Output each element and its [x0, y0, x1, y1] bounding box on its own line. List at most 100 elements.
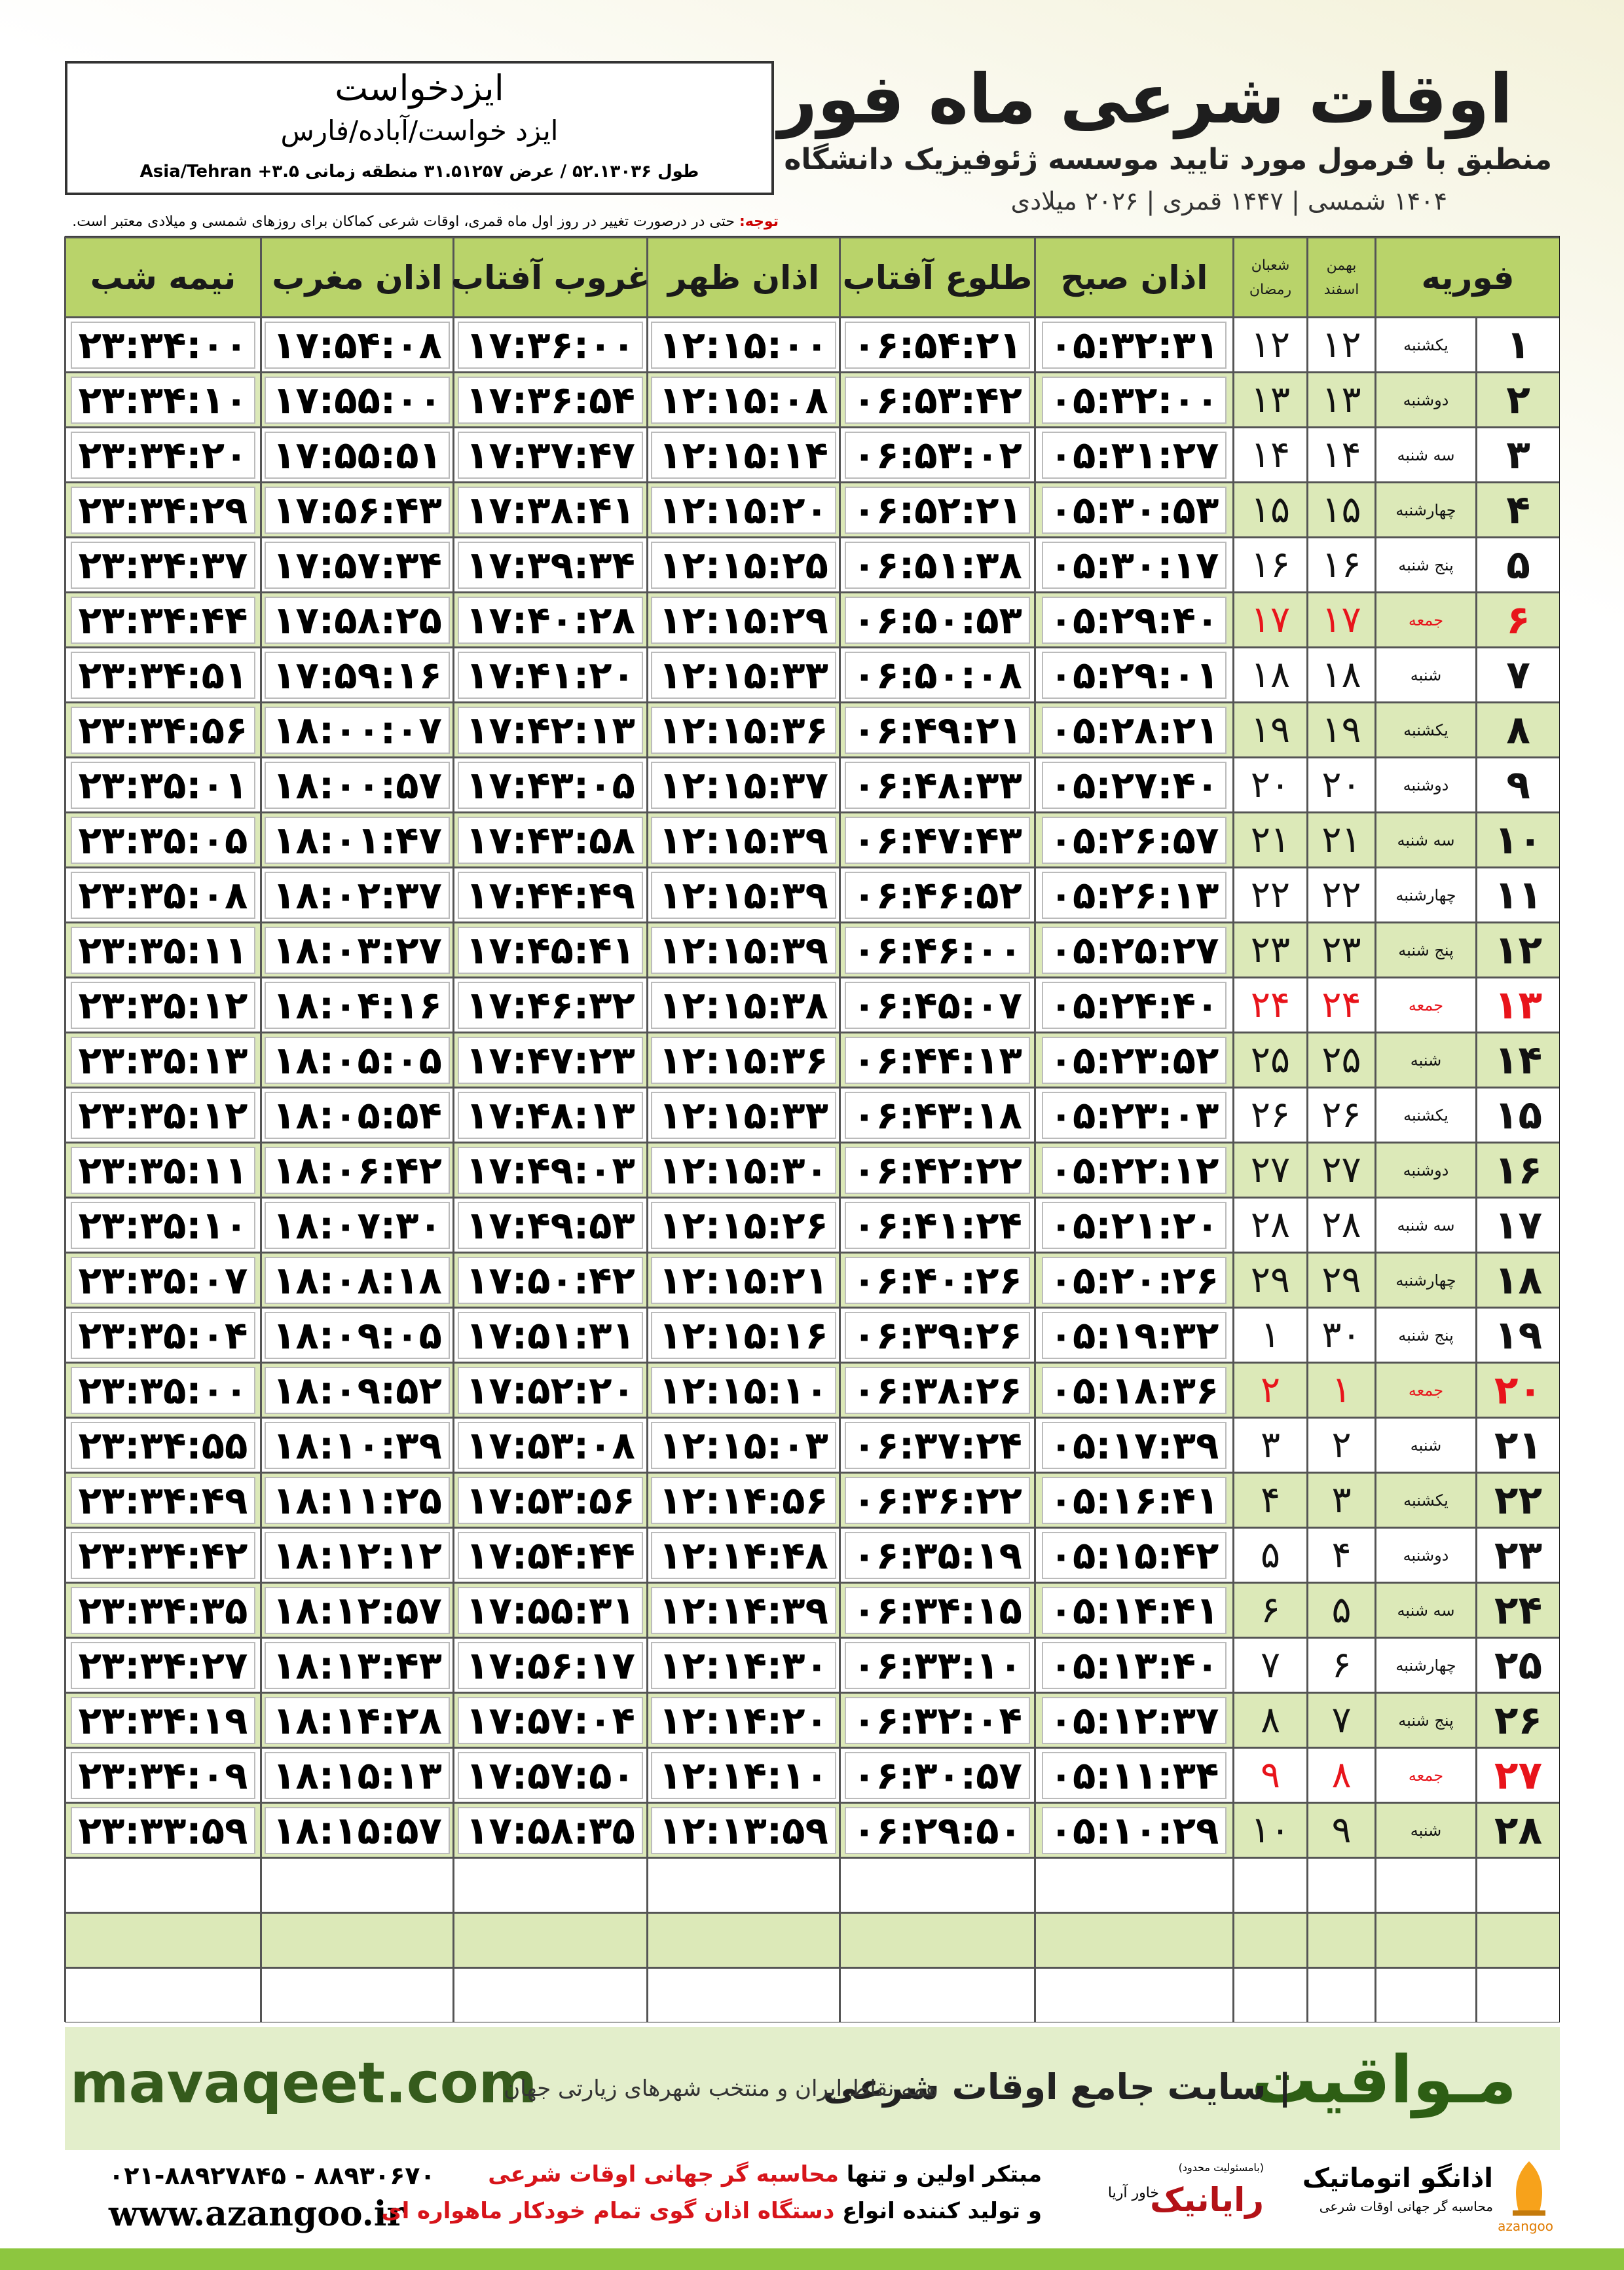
logo-rayanik: (بامسئولیت محدود) رایانیک خاور آریا	[1108, 2161, 1270, 2233]
time: ۰۵:۲۴:۴۰	[1041, 981, 1227, 1029]
time: ۱۷:۵۹:۱۶	[265, 651, 450, 699]
time: ۲۳:۳۵:۱۱	[70, 1146, 256, 1194]
time: ۱۸:۱۲:۱۲	[265, 1531, 450, 1579]
time: ۰۶:۵۰:۵۳	[845, 596, 1030, 644]
shamsi-day: ۱۶	[1306, 536, 1375, 591]
time: ۰۵:۲۶:۱۳	[1041, 871, 1227, 919]
time-cell: ۱۷:۴۳:۰۵	[452, 756, 646, 811]
day: ۲۸	[1475, 1802, 1559, 1857]
time: ۰۵:۲۹:۴۰	[1041, 596, 1227, 644]
shamsi-day: ۲۹	[1306, 1252, 1375, 1307]
weekday: جمعه	[1375, 1362, 1475, 1417]
qamari-day: ۱۳	[1232, 371, 1306, 426]
day: ۹	[1475, 756, 1559, 811]
weekday: چهارشنبه	[1375, 866, 1475, 921]
time: ۱۲:۱۵:۱۴	[651, 431, 836, 479]
time: ۱۸:۰۹:۵۲	[265, 1366, 450, 1414]
weekday: شنبه	[1375, 1802, 1475, 1857]
day: ۱۱	[1475, 866, 1559, 921]
qamari-day: ۲۴	[1232, 977, 1306, 1032]
time: ۲۳:۳۴:۳۷	[70, 541, 256, 589]
time-cell: ۱۲:۱۵:۱۶	[646, 1307, 839, 1362]
time: ۱۲:۱۵:۰۸	[651, 376, 836, 424]
time-cell: ۰۶:۵۱:۳۸	[839, 536, 1034, 591]
weekday: دوشنبه	[1375, 1142, 1475, 1197]
shamsi-day: ۲۷	[1306, 1142, 1375, 1197]
time: ۱۷:۳۶:۰۰	[458, 321, 643, 369]
time: ۲۳:۳۳:۵۹	[70, 1806, 256, 1854]
column-header-text: شعبان	[1251, 257, 1290, 274]
time-cell: ۰۵:۲۸:۲۱	[1034, 701, 1232, 756]
empty-cell	[1034, 1857, 1232, 1912]
time: ۱۲:۱۴:۱۰	[651, 1751, 836, 1799]
shamsi-day: ۲	[1306, 1417, 1375, 1472]
time-cell: ۱۷:۵۳:۰۸	[452, 1417, 646, 1472]
time-cell: ۱۲:۱۴:۵۶	[646, 1472, 839, 1527]
table: فوریه بهمن اسفند شعبان رمضان اذان صبح طلوع آفت…	[64, 236, 1560, 2022]
qamari-day: ۴	[1232, 1472, 1306, 1527]
time-cell: ۲۳:۳۴:۴۲	[64, 1527, 260, 1582]
time-cell: ۱۲:۱۵:۲۱	[646, 1252, 839, 1307]
time-cell: ۰۶:۵۲:۲۱	[839, 481, 1034, 536]
time: ۰۶:۳۶:۲۲	[845, 1476, 1030, 1524]
empty-cell	[839, 1857, 1034, 1912]
time: ۲۳:۳۵:۱۳	[70, 1036, 256, 1084]
qamari-day: ۱۹	[1232, 701, 1306, 756]
site-link[interactable]: mavaqeet.com	[70, 2051, 538, 2116]
time: ۱۸:۰۳:۲۷	[265, 926, 450, 974]
time: ۲۳:۳۴:۲۰	[70, 431, 256, 479]
time: ۱۷:۵۱:۳۱	[458, 1311, 643, 1359]
time-cell: ۱۲:۱۵:۳۳	[646, 646, 839, 701]
time: ۱۷:۴۳:۵۸	[458, 816, 643, 864]
time: ۱۷:۴۳:۰۵	[458, 761, 643, 809]
time-cell: ۱۲:۱۵:۲۵	[646, 536, 839, 591]
day: ۲۴	[1475, 1582, 1559, 1637]
time-cell: ۰۶:۳۷:۲۴	[839, 1417, 1034, 1472]
time-cell: ۱۲:۱۵:۳۰	[646, 1142, 839, 1197]
time-cell: ۱۷:۳۶:۵۴	[452, 371, 646, 426]
empty-cell	[452, 1912, 646, 1967]
time-cell: ۱۷:۵۵:۳۱	[452, 1582, 646, 1637]
time-cell: ۱۲:۱۴:۱۰	[646, 1747, 839, 1802]
empty-cell	[1232, 1967, 1306, 2022]
qamari-day: ۷	[1232, 1637, 1306, 1692]
time: ۱۲:۱۵:۳۰	[651, 1146, 836, 1194]
shamsi-day: ۲۱	[1306, 811, 1375, 866]
time-cell: ۱۸:۱۱:۲۵	[260, 1472, 452, 1527]
time: ۰۶:۵۰:۰۸	[845, 651, 1030, 699]
column-header-text: طلوع آفتاب	[842, 258, 1033, 297]
qamari-day: ۱۲	[1232, 316, 1306, 371]
time-cell: ۰۶:۲۹:۵۰	[839, 1802, 1034, 1857]
time: ۱۸:۱۱:۲۵	[265, 1476, 450, 1524]
qamari-day: ۲۸	[1232, 1197, 1306, 1252]
weekday: یکشنبه	[1375, 316, 1475, 371]
time: ۰۵:۱۱:۳۴	[1041, 1751, 1227, 1799]
day: ۱۳	[1475, 977, 1559, 1032]
day: ۱۲	[1475, 921, 1559, 977]
weekday: چهارشنبه	[1375, 1252, 1475, 1307]
time-cell: ۲۳:۳۴:۳۷	[64, 536, 260, 591]
weekday: شنبه	[1375, 646, 1475, 701]
qamari-day: ۱۷	[1232, 591, 1306, 646]
tagline-highlight: دستگاه اذان گوی تمام خودکار ماهواره ای	[381, 2198, 835, 2224]
time-cell: ۲۳:۳۴:۴۴	[64, 591, 260, 646]
empty-cell	[1475, 1912, 1559, 1967]
time: ۰۶:۴۷:۴۳	[845, 816, 1030, 864]
time-cell: ۰۶:۴۰:۲۶	[839, 1252, 1034, 1307]
time: ۰۶:۳۵:۱۹	[845, 1531, 1030, 1579]
time: ۱۷:۵۷:۳۴	[265, 541, 450, 589]
time: ۱۷:۵۶:۴۳	[265, 486, 450, 534]
empty-cell	[1475, 1857, 1559, 1912]
empty-cell	[1306, 1912, 1375, 1967]
time-cell: ۱۲:۱۵:۰۰	[646, 316, 839, 371]
empty-cell	[646, 1912, 839, 1967]
time: ۰۶:۳۹:۲۶	[845, 1311, 1030, 1359]
shamsi-day: ۸	[1306, 1747, 1375, 1802]
web-link[interactable]: www.azangoo.ir	[109, 2194, 405, 2234]
time: ۲۳:۳۵:۰۴	[70, 1311, 256, 1359]
time: ۲۳:۳۵:۰۸	[70, 871, 256, 919]
time-cell: ۰۵:۱۲:۳۷	[1034, 1692, 1232, 1747]
banner: mavaqeet.com مـواقیت | سایت جامع اوقات ش…	[65, 2027, 1560, 2150]
time-cell: ۱۷:۵۷:۰۴	[452, 1692, 646, 1747]
column-header: طلوع آفتاب	[839, 236, 1034, 316]
